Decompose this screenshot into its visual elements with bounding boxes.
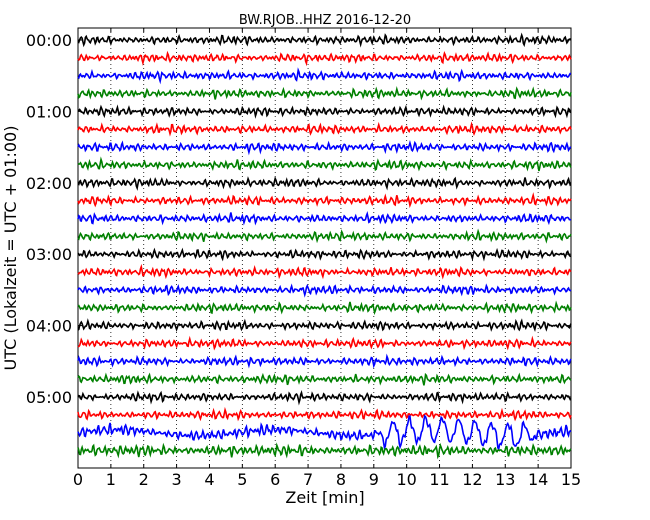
- seismogram-trace: [77, 318, 572, 332]
- seismogram-trace: [77, 156, 572, 172]
- y-tick-label: 04:00: [26, 317, 72, 336]
- seismogram-trace: [77, 228, 572, 244]
- seismogram-trace: [77, 32, 572, 48]
- x-tick-label: 3: [172, 470, 182, 489]
- x-tick-label: 5: [237, 470, 247, 489]
- seismogram-trace: [77, 442, 572, 460]
- seismogram-trace: [77, 300, 572, 316]
- x-tick-label: 12: [462, 470, 482, 489]
- seismogram-trace: [77, 283, 572, 298]
- y-tick-label: 01:00: [26, 102, 72, 121]
- chart-title: BW.RJOB..HHZ 2016-12-20: [239, 13, 411, 28]
- x-tick-label: 15: [561, 470, 581, 489]
- y-tick-label: 05:00: [26, 388, 72, 407]
- x-tick-label: 4: [204, 470, 214, 489]
- x-tick-label: 0: [73, 470, 83, 489]
- seismogram-trace: [77, 121, 572, 137]
- x-tick-label: 2: [139, 470, 149, 489]
- x-tick-label: 10: [396, 470, 416, 489]
- seismogram-trace: [77, 192, 572, 209]
- x-axis-label: Zeit [min]: [285, 488, 364, 507]
- seismogram-trace: [77, 414, 572, 452]
- seismogram-trace: [77, 406, 572, 422]
- seismogram-trace: [77, 104, 572, 119]
- x-tick-label: 14: [528, 470, 548, 489]
- y-tick-label: 03:00: [26, 245, 72, 264]
- seismogram-trace: [77, 263, 572, 280]
- seismogram-trace: [77, 176, 572, 191]
- seismogram-trace: [77, 335, 572, 351]
- seismogram-trace: [77, 372, 572, 386]
- y-tick-label: 02:00: [26, 174, 72, 193]
- x-tick-label: 9: [369, 470, 379, 489]
- traces: [77, 32, 572, 460]
- y-axis-label: UTC (Lokalzeit = UTC + 01:00): [1, 126, 20, 371]
- x-tick-label: 8: [336, 470, 346, 489]
- x-tick-label: 7: [303, 470, 313, 489]
- seismogram-trace: [77, 247, 572, 262]
- seismogram-trace: [77, 140, 572, 156]
- y-tick-label: 00:00: [26, 31, 72, 50]
- y-axis: 00:00 01:00 02:00 03:00 04:00 05:00: [26, 31, 571, 407]
- grid: [110, 28, 539, 468]
- seismogram-trace: [77, 85, 572, 101]
- seismogram-trace: [77, 67, 572, 85]
- x-tick-label: 6: [270, 470, 280, 489]
- x-axis: 0 1 2 3 4 5 6 7 8 9 10 11 12 13 14 15: [73, 28, 581, 489]
- x-tick-label: 11: [429, 470, 449, 489]
- seismogram-trace: [77, 210, 571, 226]
- seismogram-trace: [77, 353, 572, 369]
- x-tick-label: 1: [106, 470, 116, 489]
- seismogram-trace: [77, 389, 572, 406]
- x-tick-label: 13: [495, 470, 515, 489]
- seismogram-trace: [77, 50, 572, 67]
